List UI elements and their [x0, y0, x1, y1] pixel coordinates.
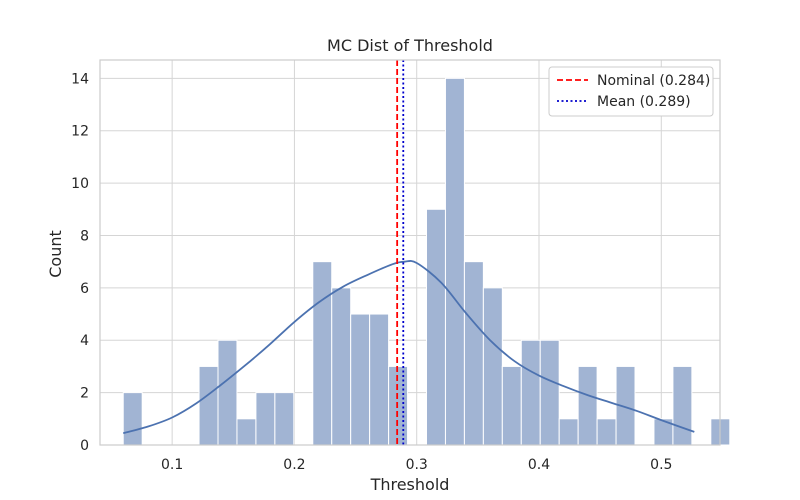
chart-title: MC Dist of Threshold: [327, 36, 493, 55]
kde-curve: [123, 260, 695, 435]
histogram-bars: [122, 77, 731, 446]
legend-mean-label: Mean (0.289): [597, 94, 691, 110]
histogram-bar-13: [369, 313, 390, 446]
histogram-bar-18: [463, 261, 484, 446]
legend-nominal-label: Nominal (0.284): [597, 73, 710, 89]
x-tick-label-3: 0.4: [528, 457, 550, 473]
y-tick-label-6: 12: [71, 124, 89, 140]
histogram-bar-11: [331, 287, 352, 446]
plot-frame: [99, 59, 721, 446]
x-tick-label-4: 0.5: [650, 457, 672, 473]
y-tick-label-4: 8: [80, 228, 89, 244]
histogram-bar-22: [539, 339, 560, 446]
histogram-bar-7: [255, 392, 276, 446]
histogram-bar-25: [596, 418, 617, 446]
histogram-bar-17: [444, 77, 465, 446]
y-tick-label-0: 0: [80, 438, 89, 454]
y-tick-label-7: 14: [71, 71, 89, 87]
histogram-bar-20: [501, 365, 522, 446]
histogram-bar-12: [350, 313, 371, 446]
y-tick-label-1: 2: [80, 386, 89, 402]
x-tick-label-1: 0.2: [283, 457, 305, 473]
histogram-bar-21: [520, 339, 541, 446]
histogram-bar-10: [312, 261, 333, 446]
y-axis-label: Count: [46, 230, 65, 278]
histogram-bar-0: [122, 392, 143, 446]
histogram-bar-14: [388, 365, 409, 446]
x-tick-label-2: 0.3: [406, 457, 428, 473]
y-axis-ticks: 0 2 4 6 8 10 12 14: [71, 71, 89, 454]
legend-box: [548, 66, 714, 117]
histogram-bar-6: [236, 418, 257, 446]
histogram-bar-4: [198, 365, 219, 446]
histogram-bar-23: [558, 418, 579, 446]
x-axis-label: Threshold: [370, 475, 450, 494]
histogram-bar-5: [217, 339, 238, 446]
x-tick-label-0: 0.1: [161, 457, 183, 473]
x-axis-ticks: 0.1 0.2 0.3 0.4 0.5: [161, 457, 672, 473]
y-tick-label-3: 6: [80, 281, 89, 297]
histogram-bar-24: [577, 365, 598, 446]
histogram-bar-29: [672, 365, 693, 446]
histogram-bar-19: [482, 287, 503, 446]
histogram-bar-16: [426, 208, 446, 446]
y-tick-label-2: 4: [80, 333, 89, 349]
histogram-bar-8: [274, 392, 295, 446]
legend: Nominal (0.284) Mean (0.289): [548, 66, 714, 117]
y-tick-label-5: 10: [71, 176, 89, 192]
